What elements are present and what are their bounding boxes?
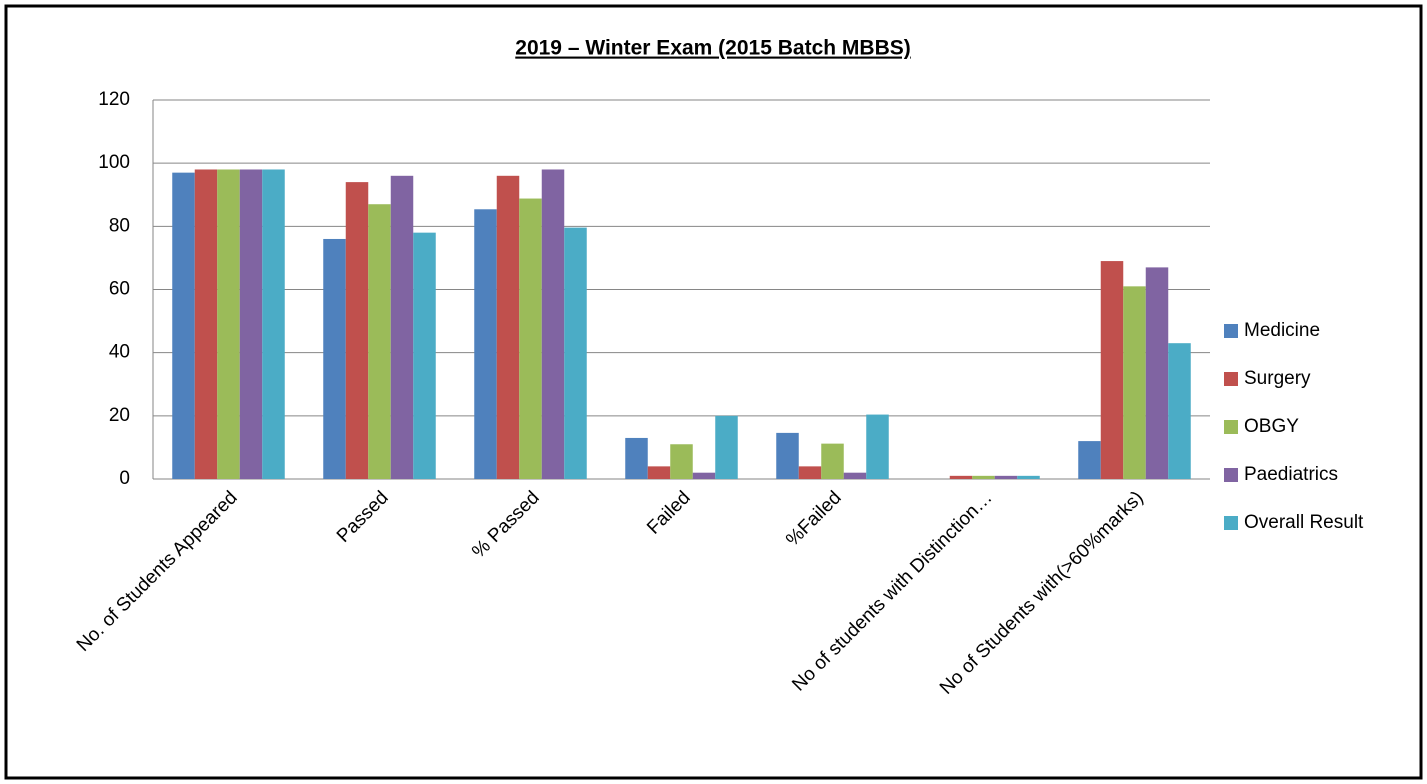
bar [647,466,671,479]
bar [474,209,497,480]
legend-label: Paediatrics [1244,464,1338,485]
bar [1145,267,1169,479]
chart-title: 2019 – Winter Exam (2015 Batch MBBS) [515,37,910,60]
legend-swatch [1224,372,1238,386]
bar [625,437,648,479]
y-tick-label: 20 [109,405,130,426]
y-tick-label: 60 [109,279,130,300]
bar [670,444,693,479]
bar [798,466,822,479]
bar [564,227,587,479]
bar [994,475,1018,479]
y-tick-label: 0 [119,468,130,489]
bar [821,443,844,479]
bar [368,204,391,479]
bar [692,472,716,479]
bar [541,169,565,479]
bar [239,169,263,479]
legend-swatch [1224,468,1238,482]
bar [1078,441,1101,479]
legend-swatch [1224,420,1238,434]
bar [519,198,542,480]
y-tick-label: 120 [98,89,130,110]
legend-label: Medicine [1244,320,1320,341]
bar [1168,343,1191,479]
y-tick-label: 40 [109,342,130,363]
legend-swatch [1224,324,1238,338]
bar [843,472,867,479]
legend-label: Overall Result [1244,512,1364,533]
bar [172,172,195,479]
legend-swatch [1224,516,1238,530]
bar [1100,261,1124,479]
bar [194,169,218,479]
bar [496,175,520,480]
bar [345,182,369,479]
bar [866,414,889,479]
bar [413,232,436,479]
bar [1017,475,1040,479]
legend-label: OBGY [1244,416,1299,437]
bar [972,475,995,479]
legend-label: Surgery [1244,368,1311,389]
bar [1123,286,1146,479]
y-tick-label: 80 [109,215,130,236]
y-tick-label: 100 [98,152,130,173]
bar [776,432,799,479]
bar [262,169,285,479]
bar [390,175,414,480]
bar [217,169,240,479]
bar [949,475,973,479]
bar [323,238,346,479]
bar [715,415,738,479]
